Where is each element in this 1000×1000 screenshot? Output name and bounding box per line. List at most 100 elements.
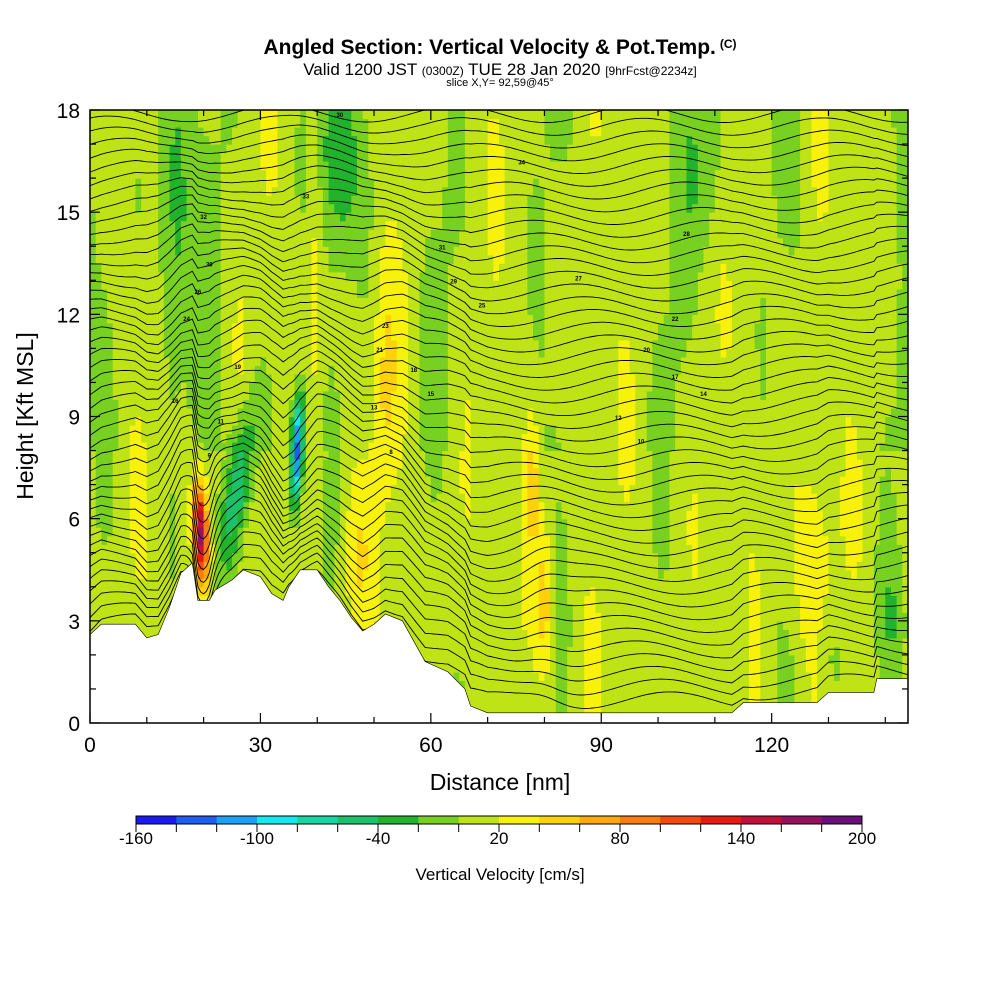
field-cell: [464, 246, 472, 256]
field-cell: [351, 450, 358, 460]
field-cell: [192, 144, 199, 154]
field-cell: [118, 229, 125, 239]
field-cell: [243, 544, 250, 554]
field-cell: [271, 203, 279, 213]
field-cell: [339, 169, 347, 179]
field-cell: [118, 578, 125, 588]
field-cell: [425, 178, 432, 188]
field-cell: [470, 646, 477, 656]
field-cell: [260, 118, 267, 128]
field-cell: [169, 169, 176, 179]
field-cell: [374, 425, 381, 435]
field-cell: [277, 203, 284, 213]
field-cell: [243, 314, 250, 324]
field-cell: [305, 263, 313, 273]
field-cell: [334, 586, 341, 596]
field-cell: [396, 152, 404, 162]
field-cell: [362, 544, 369, 554]
field-cell: [453, 152, 460, 162]
field-cell: [391, 450, 398, 460]
field-cell: [339, 518, 347, 528]
field-cell: [226, 467, 233, 477]
field-cell: [129, 518, 137, 528]
field-cell: [300, 178, 307, 188]
field-cell: [464, 237, 472, 247]
field-cell: [334, 186, 341, 196]
field-cell: [271, 569, 279, 579]
field-cell: [464, 688, 472, 699]
field-cell: [214, 220, 222, 230]
field-cell: [368, 314, 375, 324]
field-cell: [163, 161, 171, 171]
field-cell: [124, 527, 131, 537]
field-cell: [402, 305, 409, 315]
field-cell: [112, 280, 119, 290]
field-cell: [203, 263, 210, 273]
field-cell: [476, 603, 483, 613]
field-cell: [351, 476, 358, 486]
field-cell: [180, 288, 188, 298]
field-cell: [311, 339, 318, 349]
field-cell: [141, 612, 148, 622]
field-cell: [249, 322, 256, 332]
field-cell: [317, 297, 324, 307]
field-cell: [442, 467, 449, 477]
field-cell: [453, 365, 460, 375]
field-cell: [430, 552, 438, 562]
field-cell: [192, 365, 199, 375]
field-cell: [425, 399, 432, 409]
field-cell: [339, 407, 347, 418]
field-cell: [209, 373, 216, 384]
field-cell: [260, 356, 267, 367]
field-cell: [470, 178, 477, 188]
field-cell: [197, 365, 205, 375]
field-cell: [425, 322, 432, 332]
field-cell: [464, 373, 472, 384]
field-cell: [101, 152, 108, 162]
field-cell: [379, 331, 386, 341]
field-cell: [442, 212, 449, 222]
field-cell: [163, 484, 171, 494]
field-cell: [419, 527, 426, 537]
field-cell: [203, 229, 210, 239]
field-cell: [385, 569, 392, 579]
field-cell: [141, 348, 148, 358]
field-cell: [345, 331, 352, 341]
field-cell: [288, 229, 296, 239]
field-cell: [356, 365, 364, 375]
field-cell: [328, 390, 335, 401]
field-cell: [356, 322, 364, 332]
field-cell: [368, 442, 375, 452]
field-cell: [163, 356, 171, 367]
field-cell: [152, 314, 159, 324]
field-cell: [442, 544, 449, 554]
field-cell: [266, 416, 273, 426]
field-cell: [408, 118, 415, 128]
field-cell: [254, 493, 262, 503]
field-cell: [254, 407, 262, 418]
field-cell: [294, 467, 301, 477]
field-cell: [470, 510, 477, 520]
field-cell: [163, 169, 171, 179]
field-cell: [101, 229, 108, 239]
field-cell: [391, 263, 398, 273]
field-cell: [135, 390, 142, 401]
field-cell: [141, 135, 148, 145]
field-cell: [214, 297, 222, 307]
field-cell: [129, 212, 137, 222]
field-cell: [476, 356, 483, 367]
field-cell: [459, 535, 466, 545]
field-cell: [453, 390, 460, 401]
field-cell: [197, 229, 205, 239]
field-cell: [408, 459, 415, 469]
field-cell: [124, 314, 131, 324]
field-cell: [118, 544, 125, 554]
field-cell: [402, 254, 409, 264]
field-cell: [459, 680, 466, 690]
field-cell: [237, 501, 244, 511]
field-cell: [425, 450, 432, 460]
field-cell: [288, 476, 296, 486]
field-cell: [305, 544, 313, 554]
field-cell: [470, 535, 477, 545]
field-cell: [470, 305, 477, 315]
